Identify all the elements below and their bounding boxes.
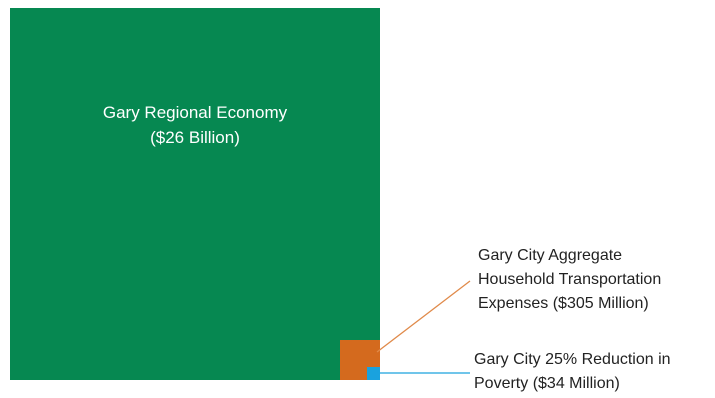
regional-economy-label-line1: Gary Regional Economy	[102, 103, 288, 122]
poverty-callout-line1: Gary City 25% Reduction in	[474, 351, 671, 368]
transportation-callout-line1: Gary City Aggregate	[478, 247, 623, 264]
poverty-reduction-square	[367, 367, 380, 380]
regional-economy-label-line2: ($26 Billion)	[150, 128, 240, 147]
poverty-reduction-callout: Gary City 25% Reduction in Poverty ($34 …	[474, 348, 671, 396]
poverty-callout-line2: Poverty ($34 Million)	[474, 375, 620, 392]
transportation-callout-line2: Household Transportation	[478, 271, 662, 288]
transportation-leader-line	[376, 280, 471, 353]
regional-economy-square	[10, 8, 380, 380]
regional-economy-label: Gary Regional Economy ($26 Billion)	[10, 100, 380, 150]
transportation-expenses-callout: Gary City Aggregate Household Transporta…	[478, 244, 661, 316]
transportation-callout-line3: Expenses ($305 Million)	[478, 295, 649, 312]
